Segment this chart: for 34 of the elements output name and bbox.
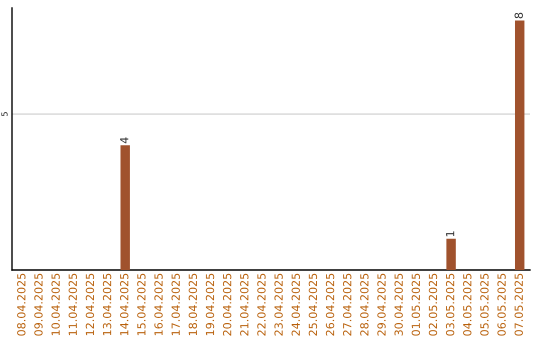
x-tick-label: 27.04.2025 [343, 274, 352, 336]
x-tick-label: 22.04.2025 [257, 274, 266, 336]
x-tick-label: 15.04.2025 [137, 274, 146, 336]
x-tick-label: 04.05.2025 [463, 274, 472, 336]
x-tick-label: 26.04.2025 [326, 274, 334, 336]
x-tick-label: 01.05.2025 [412, 274, 420, 336]
x-tick-label: 08.04.2025 [17, 274, 26, 336]
y-tick-label: 5 [1, 112, 8, 116]
x-tick-label: 20.04.2025 [222, 274, 232, 336]
x-tick-label: 07.05.2025 [514, 274, 523, 336]
x-tick-label: 13.04.2025 [102, 274, 112, 336]
x-tick-label: 19.04.2025 [206, 274, 214, 336]
x-tick-label: 28.04.2025 [360, 274, 369, 336]
x-tick-label: 17.04.2025 [171, 274, 180, 336]
x-tick-label: 05.05.2025 [480, 274, 489, 336]
x-tick-label: 11.04.2025 [68, 274, 77, 336]
x-tick-label: 16.04.2025 [154, 274, 163, 336]
x-tick-label: 12.04.2025 [86, 274, 94, 336]
x-tick-label: 25.04.2025 [308, 274, 318, 336]
x-tick-label: 29.04.2025 [377, 274, 386, 336]
x-tick-label: 23.04.2025 [274, 274, 283, 336]
x-tick-label: 30.04.2025 [394, 274, 403, 336]
data-label: 1 [446, 231, 454, 236]
x-tick-label: 03.05.2025 [446, 274, 454, 336]
x-tick-label: 06.05.2025 [497, 274, 506, 336]
x-tick-label: 18.04.2025 [188, 274, 198, 336]
x-tick-label: 02.05.2025 [428, 274, 438, 336]
data-label: 4 [120, 137, 128, 144]
x-tick-label: 24.04.2025 [292, 274, 300, 336]
data-label: 8 [514, 12, 523, 18]
x-tick-label: 10.04.2025 [51, 274, 60, 336]
x-tick-label: 14.04.2025 [120, 274, 128, 336]
x-tick-label: 21.04.2025 [240, 274, 248, 336]
x-tick-label: 09.04.2025 [34, 274, 43, 336]
